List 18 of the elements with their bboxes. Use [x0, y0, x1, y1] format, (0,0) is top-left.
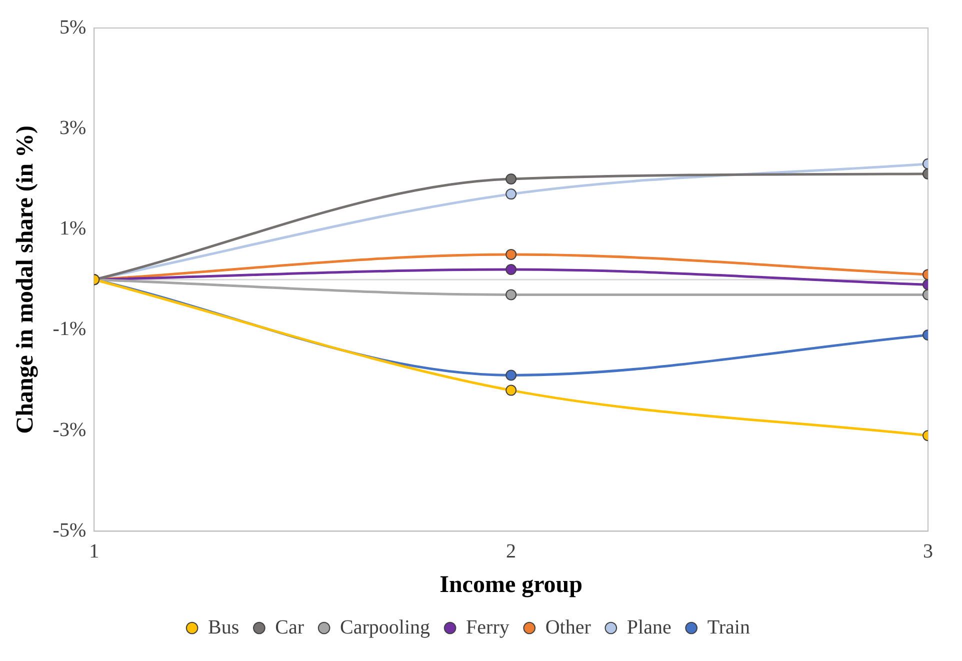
legend-label: Plane	[626, 616, 672, 638]
x-axis-title: Income group	[440, 572, 583, 598]
y-tick-label: 3%	[59, 116, 86, 139]
legend-label: Bus	[208, 616, 240, 638]
legend-label: Train	[707, 616, 750, 638]
legend-label: Car	[275, 616, 304, 638]
legend-label: Carpooling	[340, 616, 430, 638]
y-axis-title: Change in modal share (in %)	[12, 125, 39, 434]
y-tick-label: -5%	[52, 519, 86, 542]
y-tick-label: -1%	[52, 318, 86, 340]
y-tick-label: 5%	[59, 16, 86, 38]
x-tick-label: 3	[923, 540, 933, 562]
x-tick-label: 2	[506, 540, 516, 562]
legend-label: Ferry	[466, 616, 510, 638]
legend-label: Other	[545, 616, 592, 638]
y-tick-label: 1%	[59, 218, 86, 240]
x-tick-label: 1	[89, 540, 100, 562]
y-tick-label: -3%	[52, 418, 86, 441]
